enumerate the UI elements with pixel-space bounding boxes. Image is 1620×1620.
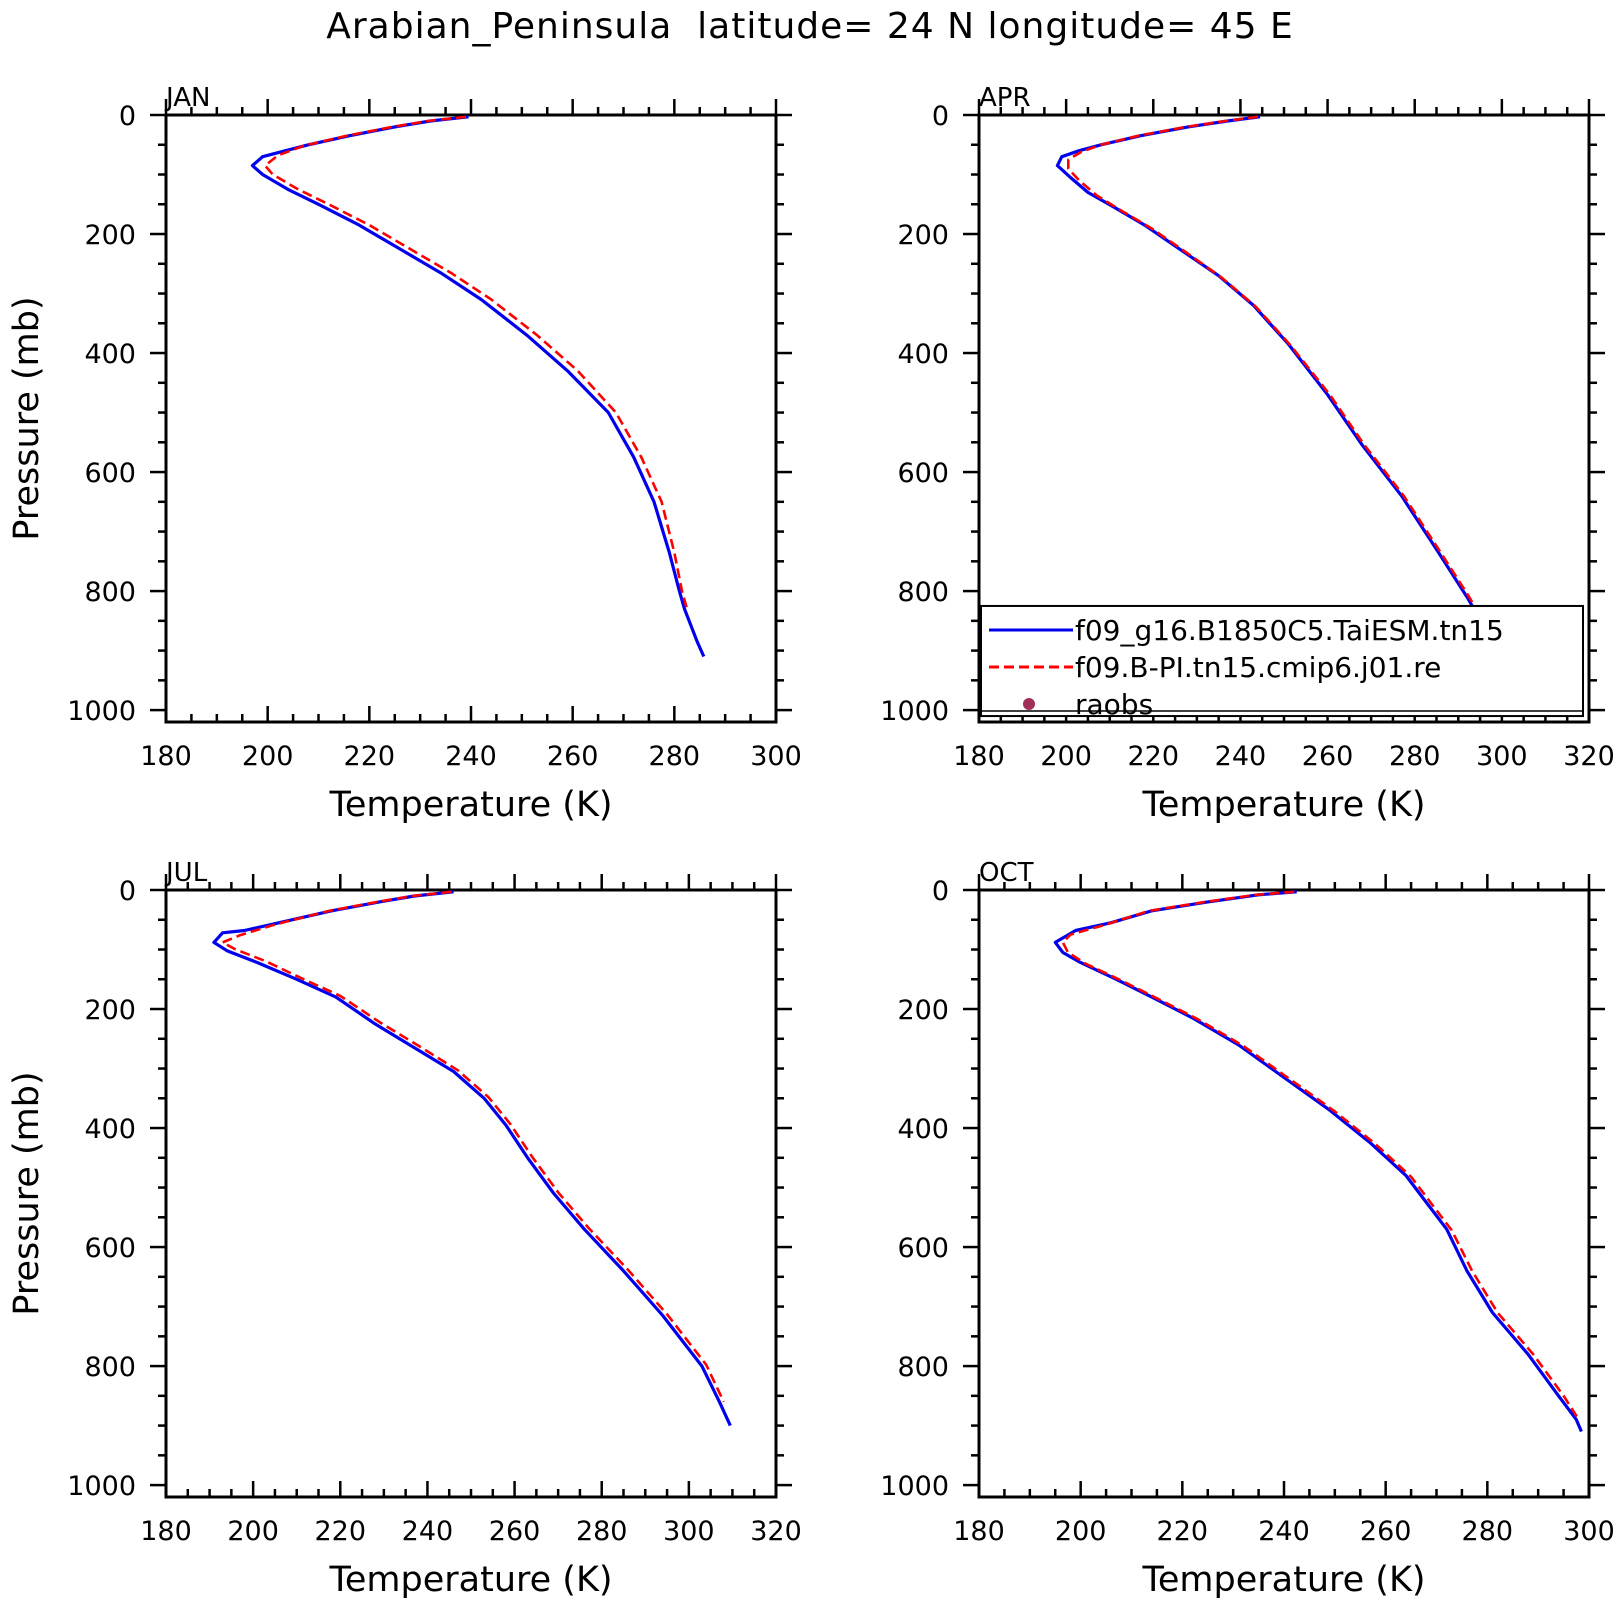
y-tick-label: 200	[897, 220, 949, 251]
x-tick-label: 240	[1258, 1516, 1310, 1547]
y-tick-label: 1000	[67, 696, 136, 727]
series-line-dashed	[1061, 890, 1580, 1421]
y-tick-label: 800	[84, 1352, 136, 1383]
y-tick-label: 800	[84, 577, 136, 608]
series-line-solid	[1055, 115, 1506, 655]
legend-entry-label: raobs	[1075, 688, 1153, 721]
series-line-dashed	[263, 115, 689, 610]
legend: f09_g16.B1850C5.TaiESM.tn15 f09.B-PI.tn15…	[980, 604, 1584, 721]
y-tick-label: 400	[897, 339, 949, 370]
x-tick-label: 300	[750, 741, 802, 772]
legend-entry-label: f09_g16.B1850C5.TaiESM.tn15	[1075, 614, 1504, 647]
y-tick-label: 600	[897, 1233, 949, 1264]
x-tick-label: 180	[953, 741, 1005, 772]
y-tick-label: 800	[897, 1352, 949, 1383]
y-tick-label: 0	[932, 876, 949, 907]
x-tick-label: 300	[663, 1516, 715, 1547]
y-axis-label: Pressure (mb)	[7, 1071, 47, 1315]
y-tick-label: 200	[84, 220, 136, 251]
panel-jan: JAN 180 200 220 240 260 280 300 0 200 400 600 800 100…	[7, 83, 802, 825]
y-tick-label: 600	[84, 1233, 136, 1264]
x-tick-label: 180	[140, 741, 192, 772]
y-tick-label: 400	[897, 1114, 949, 1145]
x-tick-label: 300	[1563, 1516, 1615, 1547]
y-tick-label: 600	[84, 458, 136, 489]
y-tick-label: 1000	[880, 696, 949, 727]
plot-frame	[164, 888, 778, 1499]
x-tick-label: 280	[1462, 1516, 1514, 1547]
x-tick-label: 240	[1215, 741, 1267, 772]
x-tick-label: 200	[1040, 741, 1092, 772]
legend-box	[980, 604, 1584, 718]
x-tick-label: 220	[1128, 741, 1180, 772]
x-tick-label: 180	[140, 1516, 192, 1547]
x-axis-label: Temperature (K)	[328, 785, 612, 825]
x-axis-label: Temperature (K)	[1141, 1560, 1425, 1600]
y-tick-label: 600	[897, 458, 949, 489]
x-axis-label: Temperature (K)	[1141, 785, 1425, 825]
y-tick-label: 0	[119, 101, 136, 132]
series-line-dashed	[1067, 115, 1508, 655]
x-tick-label: 240	[402, 1516, 454, 1547]
x-tick-label: 180	[953, 1516, 1005, 1547]
x-tick-label: 260	[1302, 741, 1354, 772]
x-tick-label: 320	[1563, 741, 1615, 772]
x-tick-label: 300	[1476, 741, 1528, 772]
x-tick-label: 260	[1360, 1516, 1412, 1547]
y-tick-label: 800	[897, 577, 949, 608]
y-tick-label: 0	[119, 876, 136, 907]
x-tick-label: 260	[489, 1516, 541, 1547]
plot-frame	[977, 888, 1591, 1499]
y-tick-label: 1000	[67, 1471, 136, 1502]
x-tick-label: 220	[315, 1516, 367, 1547]
y-tick-label: 200	[897, 995, 949, 1026]
x-tick-label: 240	[445, 741, 497, 772]
series-line-solid	[250, 115, 706, 658]
panel-label: OCT	[979, 858, 1034, 888]
series-line-solid	[1053, 890, 1583, 1433]
x-tick-label: 280	[576, 1516, 628, 1547]
x-tick-label: 220	[1157, 1516, 1209, 1547]
x-tick-label: 200	[227, 1516, 279, 1547]
x-tick-label: 280	[649, 741, 701, 772]
y-tick-label: 400	[84, 1114, 136, 1145]
legend-entry-label: f09.B-PI.tn15.cmip6.j01.re	[1075, 651, 1441, 684]
x-axis-label: Temperature (K)	[328, 1560, 612, 1600]
panel-label: JAN	[164, 83, 210, 113]
y-axis-label: Pressure (mb)	[7, 296, 47, 540]
y-tick-label: 1000	[880, 1471, 949, 1502]
plot-frame	[164, 113, 778, 724]
y-tick-label: 0	[932, 101, 949, 132]
x-tick-label: 260	[547, 741, 599, 772]
x-tick-label: 320	[750, 1516, 802, 1547]
y-tick-label: 400	[84, 339, 136, 370]
legend-marker-dot	[1023, 697, 1035, 710]
x-tick-label: 200	[1055, 1516, 1107, 1547]
panel-label: JUL	[164, 858, 208, 888]
x-tick-label: 280	[1389, 741, 1441, 772]
panel-oct: OCT 180 200 220 240 260 280 300 0 200 400 600 800 100…	[880, 858, 1614, 1600]
series-line-solid	[212, 890, 732, 1427]
figure-title: Arabian_Peninsula latitude= 24 N longitu…	[326, 6, 1294, 47]
series-line-dashed	[221, 890, 725, 1403]
x-tick-label: 220	[344, 741, 396, 772]
panel-jul: JUL 180 200 220 240 260 280 300 320 0 200 400 600 800…	[7, 858, 802, 1600]
x-tick-label: 200	[242, 741, 294, 772]
y-tick-label: 200	[84, 995, 136, 1026]
